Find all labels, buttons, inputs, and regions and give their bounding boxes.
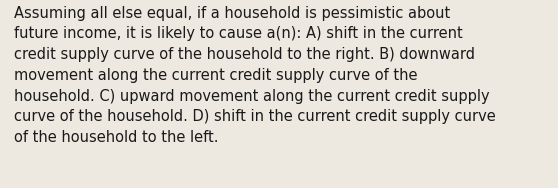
Text: Assuming all else equal, if a household is pessimistic about
future income, it i: Assuming all else equal, if a household … [14, 6, 496, 145]
